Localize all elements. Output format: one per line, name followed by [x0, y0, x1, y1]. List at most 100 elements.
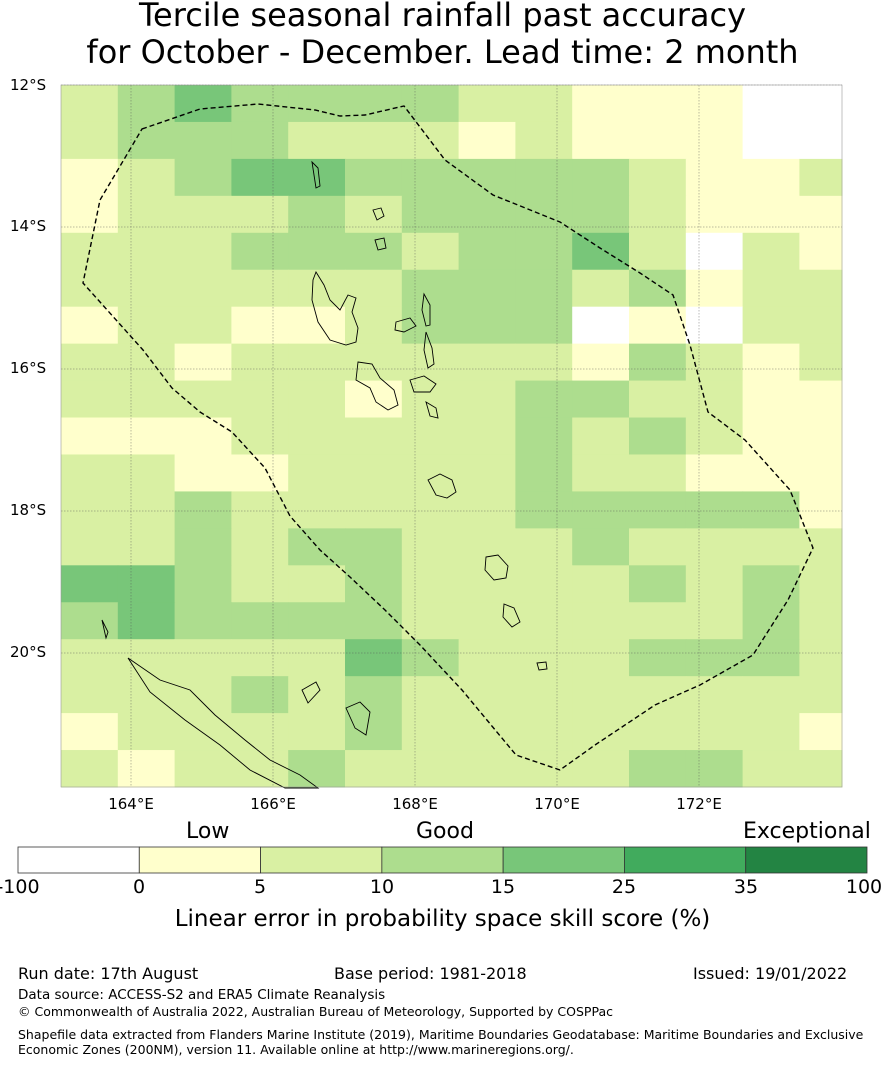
skill-cell — [231, 195, 289, 234]
skill-cell — [515, 158, 573, 197]
skill-cell — [572, 269, 630, 308]
skill-cell — [174, 528, 232, 566]
skill-cell — [458, 528, 516, 566]
skill-cell — [345, 269, 403, 308]
island-ambrym — [409, 375, 437, 393]
lon-label: 168°E — [392, 795, 438, 813]
colorbar-segment — [381, 846, 504, 874]
island-efate — [427, 473, 457, 499]
skill-cell — [685, 528, 744, 566]
skill-cell — [288, 158, 346, 197]
skill-cell — [799, 602, 843, 640]
skill-cell — [345, 713, 403, 751]
skill-cell — [629, 602, 687, 640]
skill-cell — [515, 417, 573, 455]
skill-cell — [515, 528, 573, 566]
skill-cell — [742, 713, 800, 751]
skill-cell — [345, 602, 403, 640]
skill-cell — [629, 491, 687, 529]
skill-cell — [288, 380, 346, 419]
skill-cell — [799, 639, 843, 677]
skill-cell — [117, 195, 176, 234]
skill-cell — [174, 343, 232, 382]
skill-cell — [629, 343, 687, 382]
skill-cell — [401, 676, 460, 714]
lon-label: 170°E — [534, 795, 580, 813]
skill-cell — [685, 639, 744, 677]
coastlines — [101, 160, 548, 789]
skill-cell — [288, 417, 346, 455]
skill-cell — [572, 750, 630, 788]
skill-cell — [685, 85, 744, 123]
skill-cell — [231, 306, 289, 345]
skill-cell — [288, 85, 346, 123]
skill-cell — [345, 158, 403, 197]
skill-cell — [799, 417, 843, 455]
skill-cell — [515, 602, 573, 640]
skill-cell — [401, 454, 460, 492]
skill-cell — [174, 454, 232, 492]
skill-cell — [515, 343, 573, 382]
skill-cell — [685, 676, 744, 714]
skill-cell — [231, 491, 289, 529]
skill-cell — [742, 454, 800, 492]
skill-cell — [174, 602, 232, 640]
skill-cell — [288, 269, 346, 308]
skill-cell — [572, 343, 630, 382]
skill-cell — [799, 750, 843, 788]
skill-cell — [61, 158, 119, 197]
skill-cell — [515, 195, 573, 234]
skill-cell — [288, 343, 346, 382]
skill-cell — [401, 491, 460, 529]
skill-cell — [515, 232, 573, 271]
skill-cell — [61, 306, 119, 345]
skill-cell — [231, 713, 289, 751]
skill-cell — [231, 676, 289, 714]
skill-cell — [174, 269, 232, 308]
skill-cell — [401, 195, 460, 234]
colorbar-segment — [138, 846, 261, 874]
skill-cell — [515, 380, 573, 419]
skill-cell — [572, 85, 630, 123]
skill-cell — [515, 639, 573, 677]
skill-cell — [629, 158, 687, 197]
colorbar-tick: 100 — [845, 876, 883, 898]
skill-cell — [117, 85, 176, 123]
skill-cell — [174, 565, 232, 603]
skill-cell — [174, 158, 232, 197]
skill-cell — [515, 269, 573, 308]
skill-cell — [685, 602, 744, 640]
skill-cell — [799, 158, 843, 197]
skill-cell — [685, 750, 744, 788]
skill-cell — [685, 380, 744, 419]
skill-cell — [572, 417, 630, 455]
skill-cell — [458, 565, 516, 603]
skill-cell — [174, 750, 232, 788]
skill-cell — [799, 713, 843, 751]
island-loyalty-ouvea — [301, 681, 321, 704]
skill-cell — [572, 565, 630, 603]
skill-cell — [458, 85, 516, 123]
data-source: Data source: ACCESS-S2 and ERA5 Climate … — [18, 987, 386, 1003]
skill-cell — [174, 121, 232, 160]
skill-cell — [458, 343, 516, 382]
colorbar-segment — [745, 846, 868, 874]
skill-cell — [685, 121, 744, 160]
skill-cell — [685, 454, 744, 492]
run-date: Run date: 17th August — [18, 964, 199, 983]
skill-cell — [458, 676, 516, 714]
skill-cell — [742, 232, 800, 271]
lat-label: 14°S — [10, 217, 47, 235]
skill-cell — [515, 713, 573, 751]
skill-cell — [742, 639, 800, 677]
skill-cell — [117, 380, 176, 419]
skill-cell — [345, 121, 403, 160]
skill-cell — [288, 454, 346, 492]
skill-cell — [345, 639, 403, 677]
skill-cell — [458, 750, 516, 788]
skill-cell — [572, 491, 630, 529]
category-good: Good — [416, 819, 474, 844]
map-title-line-1: Tercile seasonal rainfall past accuracy — [138, 0, 747, 34]
skill-cell — [629, 85, 687, 123]
